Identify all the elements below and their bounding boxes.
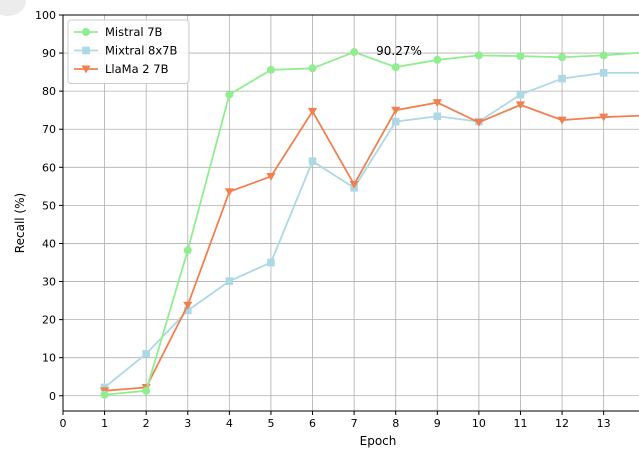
y-tick-label: 50 — [42, 199, 56, 212]
data-point — [183, 301, 193, 310]
series-line — [104, 51, 639, 396]
x-tick-label: 4 — [226, 417, 233, 430]
data-point — [432, 99, 442, 107]
x-tick-label: 10 — [472, 417, 486, 430]
annotation-label: 90.27% — [376, 44, 422, 58]
y-tick-label: 20 — [42, 314, 56, 327]
x-tick-label: 7 — [351, 417, 358, 430]
legend-swatch-marker — [81, 65, 91, 74]
y-tick-label: 60 — [42, 161, 56, 174]
data-point — [142, 386, 151, 395]
x-tick-label: 8 — [392, 417, 399, 430]
legend-label: LlaMa 2 7B — [105, 62, 169, 76]
x-tick-label: 0 — [60, 417, 67, 430]
series-line — [104, 71, 639, 389]
y-tick-label: 40 — [42, 237, 56, 250]
data-point — [391, 63, 400, 72]
data-point — [225, 277, 234, 285]
data-point — [391, 117, 400, 126]
x-tick-label: 2 — [143, 417, 150, 430]
data-point — [515, 101, 526, 110]
y-tick-label: 100 — [35, 9, 56, 22]
legend-label: Mixtral 8x7B — [105, 44, 177, 58]
legend-label: Mistral 7B — [105, 25, 163, 39]
data-point — [267, 258, 275, 267]
legend: Mistral 7B Mixtral 8x7B LlaMa 2 7B — [67, 19, 190, 84]
data-point — [225, 90, 234, 99]
series-group — [99, 48, 639, 399]
data-point — [308, 157, 317, 166]
data-point — [183, 246, 192, 255]
data-point — [308, 64, 317, 73]
x-tick-label: 5 — [267, 417, 274, 430]
data-point — [224, 188, 234, 197]
y-tick-label: 10 — [42, 352, 56, 365]
data-point — [558, 74, 566, 83]
x-tick-label: 12 — [555, 417, 569, 430]
x-axis-label: Epoch — [360, 434, 397, 448]
y-tick-label: 80 — [42, 85, 56, 98]
data-point — [516, 90, 525, 99]
legend-swatch-marker — [82, 46, 90, 55]
series-2 — [99, 99, 639, 396]
x-tick-label: 11 — [513, 417, 527, 430]
corner-artifact — [0, 0, 26, 16]
data-point — [391, 106, 401, 115]
series-0 — [100, 48, 639, 399]
data-point — [433, 55, 442, 64]
data-point — [350, 48, 359, 57]
x-tick-label: 13 — [597, 417, 611, 430]
data-point — [599, 69, 608, 77]
data-point — [349, 180, 359, 189]
data-point — [183, 306, 192, 315]
series-line — [104, 101, 639, 392]
x-tick-label: 6 — [309, 417, 316, 430]
legend-entry: Mistral 7B — [74, 25, 163, 39]
legend-box — [67, 19, 190, 84]
legend-entry: LlaMa 2 7B — [74, 62, 169, 76]
data-point — [142, 350, 150, 358]
data-point — [557, 116, 567, 125]
data-point — [599, 113, 609, 122]
y-tick-label: 0 — [49, 390, 56, 403]
data-point — [558, 53, 567, 62]
legend-swatch-marker — [82, 28, 90, 36]
y-axis-label: Recall (%) — [13, 193, 27, 253]
data-point — [474, 118, 484, 127]
x-tick-label: 3 — [184, 417, 191, 430]
legend-entry: Mixtral 8x7B — [74, 44, 177, 58]
x-tick-label: 9 — [434, 417, 441, 430]
data-point — [266, 172, 276, 181]
data-point — [307, 107, 318, 116]
y-tick-label: 90 — [42, 47, 56, 60]
y-tick-label: 70 — [42, 123, 56, 136]
data-point — [266, 65, 275, 74]
data-point — [599, 51, 608, 60]
x-tick-label: 1 — [101, 417, 108, 430]
data-point — [474, 51, 483, 60]
y-tick-label: 30 — [42, 276, 56, 289]
data-point — [516, 52, 525, 61]
data-point — [433, 112, 442, 121]
data-point — [100, 390, 109, 399]
